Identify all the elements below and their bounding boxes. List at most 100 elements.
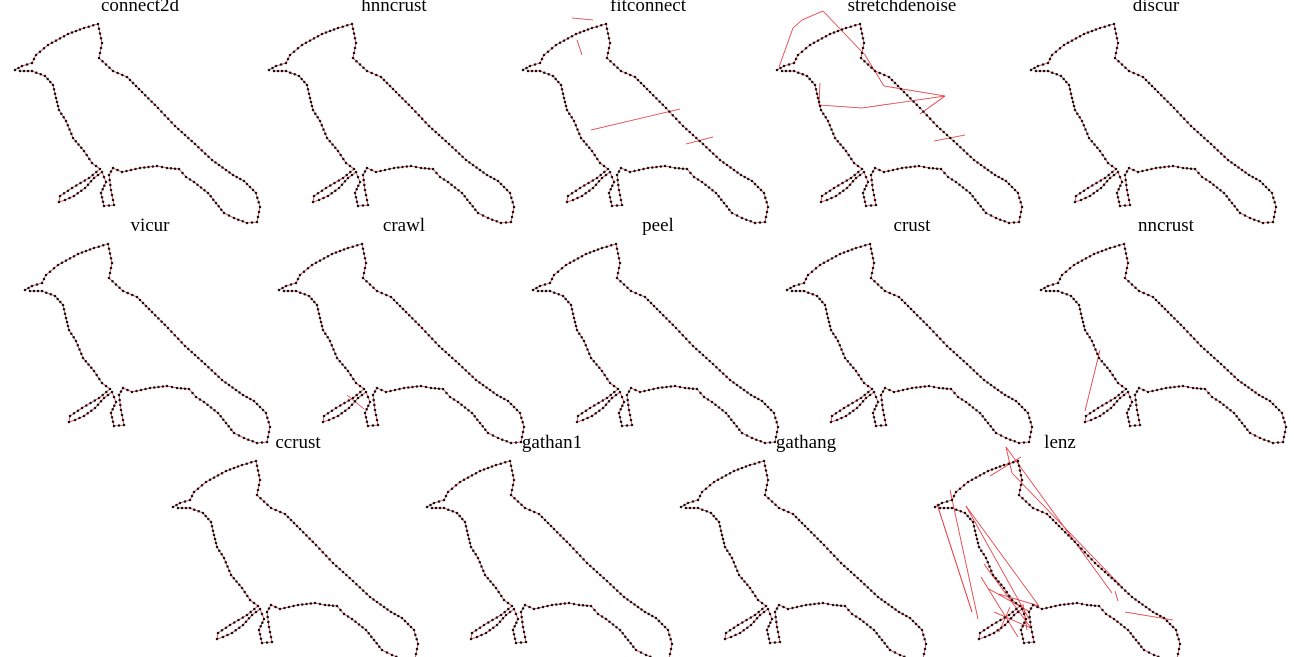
sample-point	[312, 194, 316, 198]
sample-point	[962, 359, 965, 363]
sample-point	[216, 411, 220, 415]
sample-point	[730, 556, 734, 560]
sample-point	[1116, 41, 1120, 45]
sample-point	[244, 620, 248, 623]
sample-point	[841, 181, 844, 185]
sample-point	[577, 603, 581, 607]
sample-point	[62, 308, 66, 311]
sample-point	[954, 490, 958, 494]
sample-point	[109, 257, 113, 260]
sample-point	[1222, 191, 1226, 195]
sample-point	[228, 468, 232, 471]
sample-point	[499, 182, 503, 186]
sample-point	[117, 424, 121, 427]
sample-point	[534, 69, 538, 73]
sample-point	[72, 336, 75, 339]
sample-point	[304, 41, 308, 45]
sample-point	[97, 27, 101, 31]
sample-point	[658, 310, 662, 314]
sample-point	[76, 192, 79, 195]
sample-point	[942, 130, 945, 134]
sample-point	[640, 608, 643, 611]
sample-point	[333, 181, 336, 185]
sample-point	[759, 188, 763, 192]
sample-point	[92, 369, 96, 373]
sample-point	[715, 517, 718, 521]
sample-point	[1284, 425, 1288, 429]
sample-point	[270, 640, 274, 644]
sample-point	[1020, 405, 1024, 409]
sample-point	[794, 515, 798, 519]
sample-point	[268, 630, 272, 634]
sample-point	[632, 645, 635, 648]
sample-point	[610, 244, 613, 247]
sample-point	[584, 252, 588, 256]
sample-point	[974, 476, 978, 479]
sample-point	[180, 506, 184, 510]
sample-point	[383, 168, 387, 172]
sample-point	[591, 179, 595, 182]
sample-point	[1120, 180, 1124, 184]
sample-point	[923, 647, 927, 651]
sample-point	[943, 171, 946, 175]
sample-point	[229, 573, 233, 577]
sample-point	[585, 561, 589, 565]
sample-point	[88, 248, 92, 251]
sample-point	[893, 651, 897, 654]
sample-point	[1138, 423, 1142, 427]
sample-point	[503, 397, 506, 401]
sample-point	[469, 545, 473, 549]
sample-point	[344, 161, 348, 165]
sample-point	[852, 366, 855, 370]
sample-point	[1114, 51, 1118, 55]
sample-point	[214, 201, 218, 205]
sample-point	[488, 629, 491, 632]
sample-point	[548, 281, 552, 285]
sample-point	[260, 641, 264, 645]
sample-point	[723, 545, 727, 549]
sample-point	[118, 398, 121, 402]
sample-point	[1113, 579, 1117, 583]
sample-point	[98, 377, 101, 381]
sample-point	[888, 291, 891, 295]
sample-point	[1069, 92, 1073, 95]
reconstructed-curve	[426, 460, 673, 657]
sample-point	[1206, 350, 1209, 354]
sample-point	[198, 398, 202, 401]
sample-point	[608, 620, 611, 624]
extra-edge	[980, 576, 1019, 638]
sample-point	[630, 423, 634, 427]
sample-point	[897, 389, 900, 393]
sample-point	[130, 390, 134, 394]
sample-point	[859, 245, 862, 248]
sample-point	[150, 100, 153, 103]
sample-point	[625, 424, 629, 427]
sample-point	[696, 506, 700, 510]
sample-point	[711, 189, 714, 192]
sample-point	[1063, 530, 1067, 534]
sample-point	[777, 506, 781, 510]
sample-point	[739, 386, 742, 389]
sample-point	[1186, 330, 1189, 333]
sample-point	[1251, 175, 1254, 179]
sample-point	[766, 478, 770, 482]
sample-point	[392, 166, 396, 170]
sample-point	[283, 606, 286, 610]
sample-point	[813, 602, 816, 606]
sample-point	[203, 362, 207, 366]
sample-point	[1099, 186, 1103, 190]
sample-point	[905, 614, 908, 618]
sample-point	[785, 288, 789, 292]
sample-point	[287, 605, 291, 609]
sample-point	[1005, 590, 1008, 594]
sample-point	[732, 626, 736, 629]
sample-point	[806, 527, 810, 531]
sample-point	[447, 353, 451, 357]
sample-point	[616, 387, 620, 391]
sample-point	[206, 191, 210, 195]
sample-point	[734, 633, 737, 637]
sample-point	[872, 416, 876, 419]
sample-point	[612, 384, 616, 388]
sample-point	[647, 612, 650, 616]
sample-point	[821, 300, 824, 304]
